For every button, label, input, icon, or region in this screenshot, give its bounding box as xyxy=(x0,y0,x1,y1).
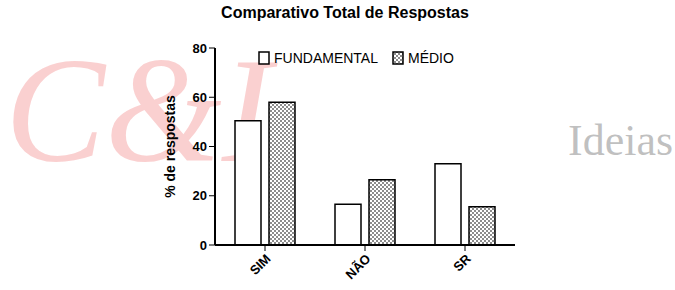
svg-text:60: 60 xyxy=(193,90,207,105)
svg-text:SR: SR xyxy=(450,251,474,275)
svg-text:% de respostas: % de respostas xyxy=(162,95,178,198)
svg-text:0: 0 xyxy=(200,238,207,253)
svg-text:SIM: SIM xyxy=(247,251,274,278)
svg-text:20: 20 xyxy=(193,188,207,203)
svg-text:NÃO: NÃO xyxy=(343,251,374,282)
svg-text:40: 40 xyxy=(193,139,207,154)
svg-text:80: 80 xyxy=(193,41,207,56)
